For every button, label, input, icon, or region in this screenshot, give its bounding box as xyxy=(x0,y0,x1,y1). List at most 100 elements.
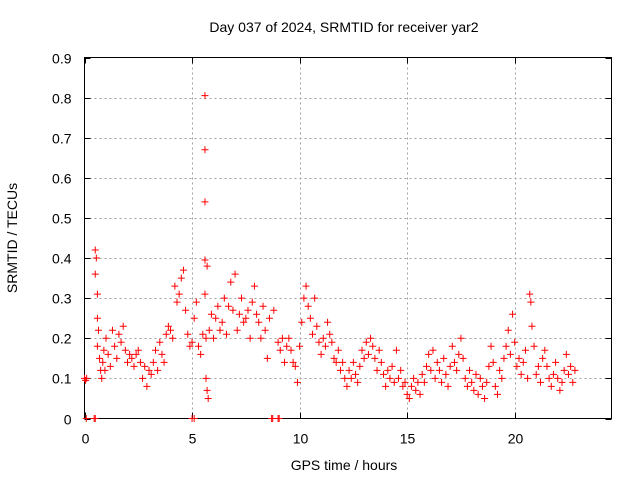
data-point xyxy=(377,358,385,366)
data-point xyxy=(93,314,101,322)
data-point xyxy=(311,294,319,302)
data-point xyxy=(478,382,486,390)
data-point xyxy=(485,362,493,370)
data-point xyxy=(463,382,471,390)
data-point xyxy=(541,346,549,354)
data-point xyxy=(427,366,435,374)
data-point xyxy=(343,382,351,390)
data-point xyxy=(367,334,375,342)
data-point xyxy=(392,346,400,354)
data-point xyxy=(263,354,271,362)
data-point xyxy=(537,378,545,386)
data-point xyxy=(399,382,407,390)
data-point xyxy=(106,362,114,370)
x-axis-title: GPS time / hours xyxy=(291,457,398,473)
data-point xyxy=(328,338,336,346)
data-point xyxy=(91,246,99,254)
data-point xyxy=(167,326,175,334)
data-point xyxy=(453,366,461,374)
data-point xyxy=(498,374,506,382)
data-point xyxy=(545,374,553,382)
data-point xyxy=(556,386,564,394)
y-tick-label: 0.8 xyxy=(52,91,72,107)
data-point xyxy=(466,366,474,374)
tick-layer: 0 0.1 0.2 0.3 0.4 0.5 0.6 0.7 0.8 0.9 0 5 10 15 20 xyxy=(52,51,612,447)
data-point xyxy=(468,378,476,386)
data-point xyxy=(519,358,527,366)
y-tick-label: 0.4 xyxy=(52,251,72,267)
data-point xyxy=(134,346,142,354)
data-point xyxy=(291,362,299,370)
data-point xyxy=(384,366,392,374)
data-point xyxy=(532,370,540,378)
data-point xyxy=(416,390,424,398)
y-tick-label: 0.7 xyxy=(52,131,72,147)
data-point xyxy=(407,382,415,390)
data-point xyxy=(171,282,179,290)
points-layer xyxy=(81,92,579,422)
data-point xyxy=(261,326,269,334)
data-point xyxy=(175,290,183,298)
data-point xyxy=(101,366,109,374)
data-point xyxy=(242,314,250,322)
data-point xyxy=(562,350,570,358)
data-point xyxy=(179,266,187,274)
data-point xyxy=(278,334,286,342)
data-point xyxy=(476,374,484,382)
data-point xyxy=(201,290,209,298)
data-point xyxy=(321,342,329,350)
data-point xyxy=(489,358,497,366)
data-point xyxy=(108,326,116,334)
data-point xyxy=(156,338,164,346)
data-point xyxy=(147,370,155,378)
data-point xyxy=(182,306,190,314)
data-point xyxy=(364,350,372,358)
data-point xyxy=(143,382,151,390)
data-point xyxy=(369,342,377,350)
data-point xyxy=(390,378,398,386)
data-point xyxy=(349,358,357,366)
data-point xyxy=(201,256,209,264)
data-point xyxy=(401,378,409,386)
data-point xyxy=(530,342,538,350)
data-point xyxy=(119,322,127,330)
data-point xyxy=(210,334,218,342)
data-point xyxy=(442,370,450,378)
data-point xyxy=(521,346,529,354)
data-point xyxy=(502,342,510,350)
data-point xyxy=(201,92,209,100)
data-point xyxy=(130,362,138,370)
data-point xyxy=(190,415,198,422)
data-point xyxy=(100,346,108,354)
data-point xyxy=(431,374,439,382)
x-tick-label: 15 xyxy=(400,431,416,447)
data-point xyxy=(205,326,213,334)
data-point xyxy=(315,338,323,346)
data-point xyxy=(190,314,198,322)
data-point xyxy=(552,358,560,366)
data-point xyxy=(571,366,579,374)
y-tick-label: 0.6 xyxy=(52,171,72,187)
data-point xyxy=(246,334,254,342)
data-point xyxy=(225,302,233,310)
data-point xyxy=(202,374,210,382)
data-point xyxy=(347,374,355,382)
data-point xyxy=(287,346,295,354)
data-point xyxy=(410,374,418,382)
data-point xyxy=(298,318,306,326)
y-tick-label: 0.1 xyxy=(52,371,72,387)
data-point xyxy=(296,342,304,350)
data-point xyxy=(352,370,360,378)
data-point xyxy=(202,334,210,342)
data-point xyxy=(151,346,159,354)
data-point xyxy=(275,415,283,422)
data-point xyxy=(319,334,327,342)
data-point xyxy=(300,294,308,302)
data-point xyxy=(481,394,489,402)
data-point xyxy=(459,354,467,362)
data-point xyxy=(121,346,129,354)
data-point xyxy=(433,358,441,366)
data-point xyxy=(306,314,314,322)
data-point xyxy=(188,338,196,346)
plot-frame xyxy=(84,57,612,419)
